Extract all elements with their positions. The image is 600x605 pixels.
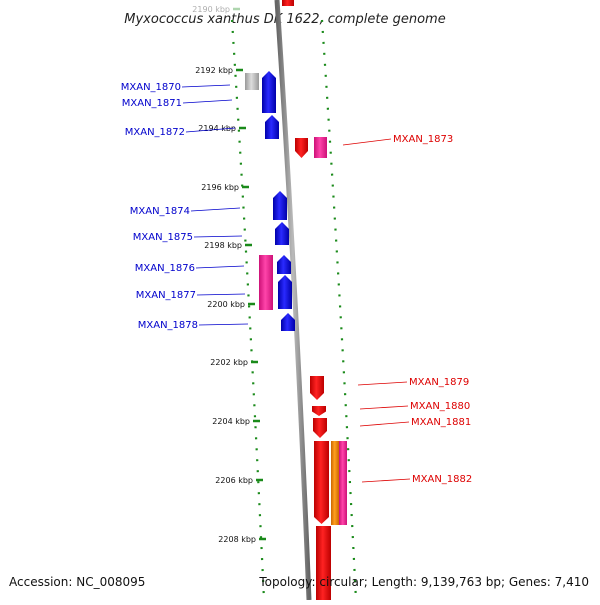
gene-label-left: MXAN_1872 <box>125 127 185 138</box>
tick-label: 2190 kbp <box>192 5 230 14</box>
blue-gene-3 <box>273 191 287 220</box>
gene-features <box>245 0 347 600</box>
leader-line <box>190 207 241 212</box>
leader-line <box>361 478 411 483</box>
red-gene-bottom <box>316 526 331 600</box>
leader-line <box>182 99 233 104</box>
genome-summary-text: Topology: circular; Length: 9,139,763 bp… <box>258 575 589 589</box>
tick-marks: 2190 kbp 2192 kbp 2194 kbp 2196 kbp 2198 kbp… <box>192 5 266 544</box>
tick-label: 2194 kbp <box>198 124 236 133</box>
tick-2: 2194 kbp <box>198 124 246 133</box>
leader-line <box>342 138 392 146</box>
accession-text: Accession: NC_008095 <box>9 575 145 589</box>
gene-label-left: MXAN_1875 <box>133 232 193 243</box>
leader-line <box>359 405 409 410</box>
leader-line <box>181 84 231 88</box>
gene-label-left: MXAN_1878 <box>138 320 198 331</box>
tick-0: 2190 kbp <box>192 5 240 14</box>
map-title: Myxococcus xanthus DK 1622, complete gen… <box>124 12 445 27</box>
tick-label: 2204 kbp <box>212 417 250 426</box>
leader-line <box>185 127 236 133</box>
tick-8: 2206 kbp <box>215 476 263 485</box>
blue-gene-2 <box>265 115 279 139</box>
gene-label-right: MXAN_1881 <box>411 417 471 428</box>
leader-line <box>193 235 243 238</box>
tick-9: 2208 kbp <box>218 535 266 544</box>
gene-label-left: MXAN_1874 <box>130 206 190 217</box>
tick-label: 2206 kbp <box>215 476 253 485</box>
tick-label: 2200 kbp <box>207 300 245 309</box>
grey-gene <box>245 73 259 90</box>
blue-gene-4 <box>275 222 289 245</box>
gene-label-left: MXAN_1877 <box>136 290 196 301</box>
gene-label-left: MXAN_1870 <box>121 82 181 93</box>
red-gene-1882 <box>314 441 329 524</box>
leader-line <box>357 381 408 386</box>
leader-line <box>198 323 249 326</box>
leader-line <box>196 293 246 296</box>
red-gene-1880 <box>312 406 326 416</box>
pink-gene-1876 <box>259 255 273 310</box>
leader-line <box>195 265 245 269</box>
gene-label-left: MXAN_1871 <box>122 98 182 109</box>
tick-5: 2200 kbp <box>207 300 255 309</box>
pink-gene-1882 <box>339 441 347 525</box>
blue-gene-6 <box>278 275 292 309</box>
gene-label-right: MXAN_1879 <box>409 377 469 388</box>
gene-label-right: MXAN_1882 <box>412 474 472 485</box>
blue-gene-5 <box>277 255 291 274</box>
tick-label: 2192 kbp <box>195 66 233 75</box>
pink-gene-1873 <box>314 137 327 158</box>
tick-label: 2202 kbp <box>210 358 248 367</box>
gene-label-left: MXAN_1876 <box>135 263 195 274</box>
blue-gene-1 <box>262 71 276 113</box>
tick-4: 2198 kbp <box>204 241 252 250</box>
label-leaders <box>181 84 411 483</box>
orange-gene <box>331 441 339 525</box>
leader-line <box>359 421 410 427</box>
red-gene-1873 <box>295 138 308 158</box>
blue-gene-7 <box>281 313 295 331</box>
tick-6: 2202 kbp <box>210 358 258 367</box>
tick-1: 2192 kbp <box>195 66 243 75</box>
tick-label: 2208 kbp <box>218 535 256 544</box>
gene-labels: MXAN_1870 MXAN_1871 MXAN_1872 MXAN_1874 MXAN… <box>121 82 473 485</box>
tick-7: 2204 kbp <box>212 417 260 426</box>
tick-3: 2196 kbp <box>201 183 249 192</box>
gene-label-right: MXAN_1873 <box>393 134 453 145</box>
genome-backbone <box>274 0 312 601</box>
tick-label: 2198 kbp <box>204 241 242 250</box>
red-gene-1879 <box>310 376 324 400</box>
red-gene-top <box>282 0 294 6</box>
red-gene-1881 <box>313 418 327 438</box>
gene-label-right: MXAN_1880 <box>410 401 470 412</box>
tick-label: 2196 kbp <box>201 183 239 192</box>
